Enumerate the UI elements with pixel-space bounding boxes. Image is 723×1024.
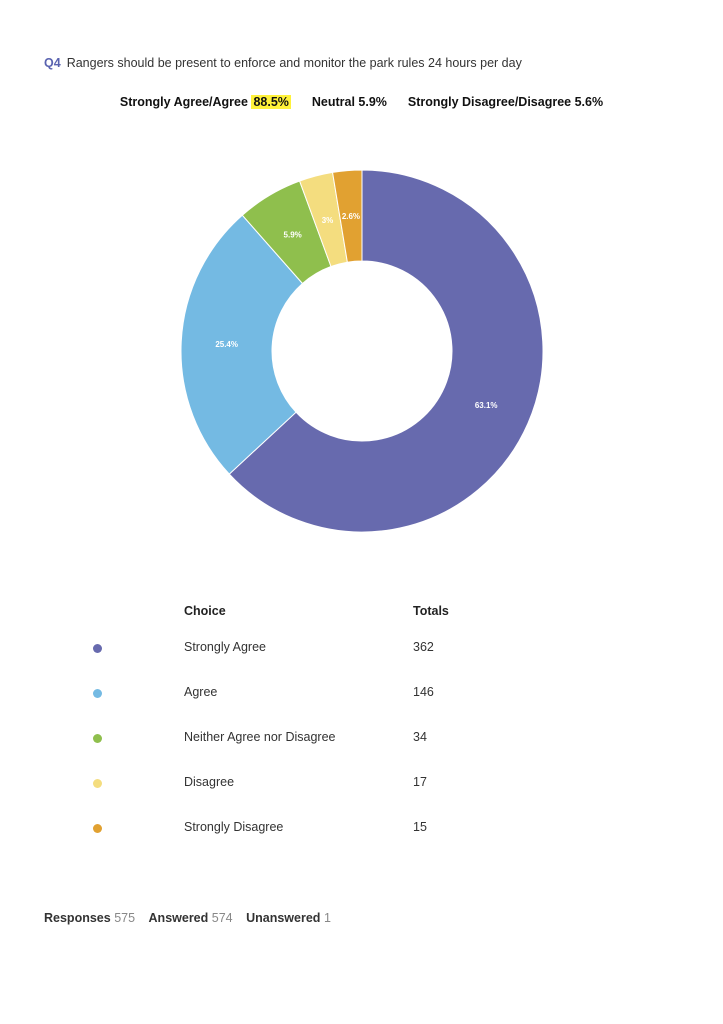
row-choice: Neither Agree nor Disagree xyxy=(184,730,336,744)
table-row: Agree 146 xyxy=(0,685,723,705)
question-text: Rangers should be present to enforce and… xyxy=(66,56,522,70)
row-choice: Agree xyxy=(184,685,218,699)
slice-data-label: 2.6% xyxy=(342,212,360,221)
header-choice: Choice xyxy=(184,604,226,618)
row-choice: Disagree xyxy=(184,775,235,789)
legend-dot xyxy=(93,734,102,743)
legend-dot xyxy=(93,644,102,653)
table-row: Strongly Agree 362 xyxy=(0,640,723,660)
legend-dot xyxy=(93,779,102,788)
donut-slice xyxy=(180,214,304,475)
row-choice: Strongly Disagree xyxy=(184,820,284,834)
summary-line: Strongly Agree/Agree 88.5% Neutral 5.9% … xyxy=(0,95,723,109)
donut-slice xyxy=(331,169,363,263)
response-footer: Responses 575 Answered 574 Unanswered 1 xyxy=(44,911,341,925)
row-total: 362 xyxy=(413,640,434,654)
row-total: 15 xyxy=(413,820,427,834)
table-row: Strongly Disagree 15 xyxy=(0,820,723,840)
row-total: 17 xyxy=(413,775,427,789)
row-total: 34 xyxy=(413,730,427,744)
slice-data-label: 3% xyxy=(322,216,334,225)
question: Q4 Rangers should be present to enforce a… xyxy=(44,56,522,70)
donut-chart: 63.1% 25.4% 5.9% 3% 2.6% xyxy=(180,169,544,533)
legend-dot xyxy=(93,824,102,833)
legend-dot xyxy=(93,689,102,698)
summary-agree-value: 88.5% xyxy=(251,95,291,109)
slice-data-label: 63.1% xyxy=(475,401,498,410)
summary-neutral: Neutral 5.9% xyxy=(311,95,387,109)
table-row: Disagree 17 xyxy=(0,775,723,795)
responses-label: Responses xyxy=(44,911,111,925)
header-totals: Totals xyxy=(413,604,449,618)
table-row: Neither Agree nor Disagree 34 xyxy=(0,730,723,750)
summary-agree-label: Strongly Agree/Agree xyxy=(119,95,248,109)
question-number: Q4 xyxy=(44,56,61,70)
answered-label: Answered xyxy=(148,911,209,925)
row-choice: Strongly Agree xyxy=(184,640,266,654)
donut-slices xyxy=(180,169,544,533)
unanswered-label: Unanswered xyxy=(246,911,321,925)
donut-slice xyxy=(228,169,544,533)
unanswered-value: 1 xyxy=(323,911,331,925)
slice-data-label: 5.9% xyxy=(284,231,302,240)
summary-disagree: Strongly Disagree/Disagree 5.6% xyxy=(407,95,604,109)
slice-data-label: 25.4% xyxy=(215,340,238,349)
responses-value: 575 xyxy=(114,911,136,925)
row-total: 146 xyxy=(413,685,434,699)
donut-labels: 63.1% 25.4% 5.9% 3% 2.6% xyxy=(215,212,497,410)
answered-value: 574 xyxy=(211,911,233,925)
